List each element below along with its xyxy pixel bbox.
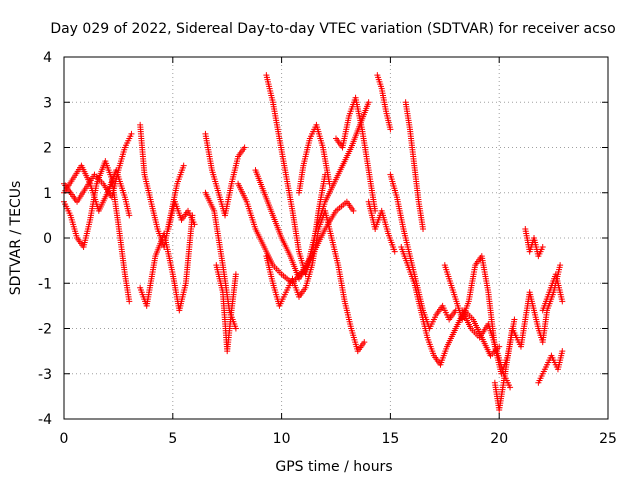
data-point — [507, 384, 514, 391]
data-point — [191, 221, 198, 228]
data-point — [391, 248, 398, 255]
marker-layer — [61, 72, 566, 413]
y-tick-label: 2 — [43, 141, 52, 157]
data-point — [232, 271, 239, 278]
chart-title: Day 029 of 2022, Sidereal Day-to-day VTE… — [50, 21, 615, 37]
data-point — [365, 99, 372, 106]
y-tick-label: -4 — [38, 412, 52, 428]
data-point — [420, 225, 427, 232]
data-point — [350, 207, 357, 214]
data-point — [559, 348, 566, 355]
x-tick-label: 15 — [381, 431, 399, 447]
data-point — [361, 339, 368, 346]
y-tick-label: -1 — [38, 276, 52, 292]
data-point — [232, 325, 239, 332]
y-tick-label: -2 — [38, 322, 52, 338]
data-point — [326, 180, 333, 187]
data-point — [180, 162, 187, 169]
data-point — [126, 212, 133, 219]
y-tick-label: 0 — [43, 231, 52, 247]
y-tick-label: 1 — [43, 186, 52, 202]
y-axis-label: SDTVAR / TECUs — [8, 181, 24, 296]
y-tick-label: 3 — [43, 95, 52, 111]
data-point — [539, 244, 546, 251]
x-tick-label: 10 — [273, 431, 291, 447]
tick-layer: 0 5 10 15 20 25 -4 -3 -2 -1 0 1 2 3 4 — [38, 50, 617, 447]
y-tick-label: 4 — [43, 50, 52, 66]
data-point — [387, 126, 394, 133]
y-tick-label: -3 — [38, 367, 52, 383]
data-point — [241, 144, 248, 151]
x-tick-label: 0 — [60, 431, 69, 447]
x-axis-label: GPS time / hours — [275, 459, 392, 475]
x-tick-label: 20 — [490, 431, 508, 447]
x-tick-label: 5 — [168, 431, 177, 447]
data-point — [128, 130, 135, 137]
data-point — [559, 298, 566, 305]
data-point — [126, 298, 133, 305]
data-point — [557, 262, 564, 269]
data-point — [511, 316, 518, 323]
x-tick-label: 25 — [599, 431, 617, 447]
